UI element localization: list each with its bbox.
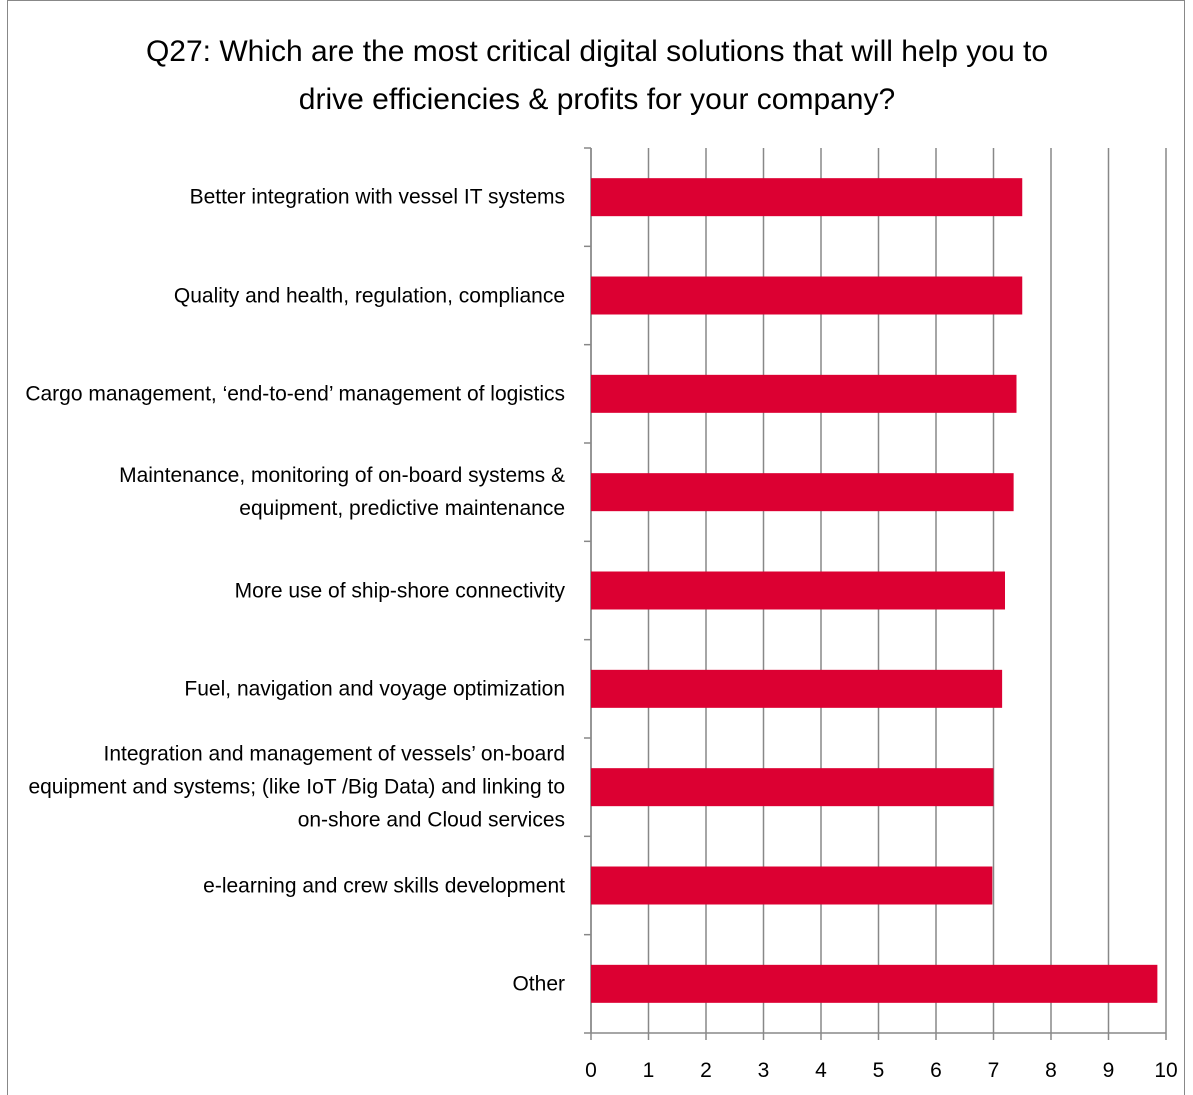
x-tick-label: 3	[758, 1059, 770, 1082]
chart-title: Q27: Which are the most critical digital…	[145, 35, 1049, 116]
x-tick-label: 10	[1154, 1059, 1177, 1082]
bar	[591, 866, 993, 905]
y-tick-label: More use of ship-shore connectivity	[234, 579, 565, 602]
bar	[591, 669, 1003, 708]
x-tick-label: 4	[815, 1059, 827, 1082]
bar	[591, 473, 1014, 512]
frame	[7, 0, 1185, 1095]
bar	[591, 768, 994, 807]
y-tick-label: Better integration with vessel IT system…	[189, 185, 565, 209]
bar	[591, 178, 1023, 217]
y-tick-label: Cargo management, ‘end-to-end’ managemen…	[25, 382, 565, 406]
x-tick-label: 9	[1103, 1059, 1115, 1082]
y-tick-label: Other	[512, 972, 565, 996]
x-tick-label: 0	[585, 1059, 597, 1082]
x-tick-label: 6	[930, 1059, 942, 1082]
x-tick-label: 7	[988, 1059, 1000, 1082]
bar	[591, 571, 1005, 610]
y-tick-label: Fuel, navigation and voyage optimization	[184, 677, 565, 701]
x-tick-label: 2	[700, 1059, 712, 1082]
y-tick-label: e-learning and crew skills development	[203, 874, 565, 897]
x-tick-label: 8	[1045, 1059, 1057, 1082]
bar	[591, 374, 1017, 413]
x-tick-label: 1	[643, 1059, 655, 1082]
y-tick-label: Quality and health, regulation, complian…	[173, 284, 565, 307]
x-tick-label: 5	[873, 1059, 885, 1082]
bar	[591, 276, 1023, 315]
bar	[591, 964, 1158, 1003]
y-tick-label: Integration and management of vessels’ o…	[28, 742, 565, 832]
y-tick-label: Maintenance, monitoring of on-board syst…	[119, 464, 565, 521]
